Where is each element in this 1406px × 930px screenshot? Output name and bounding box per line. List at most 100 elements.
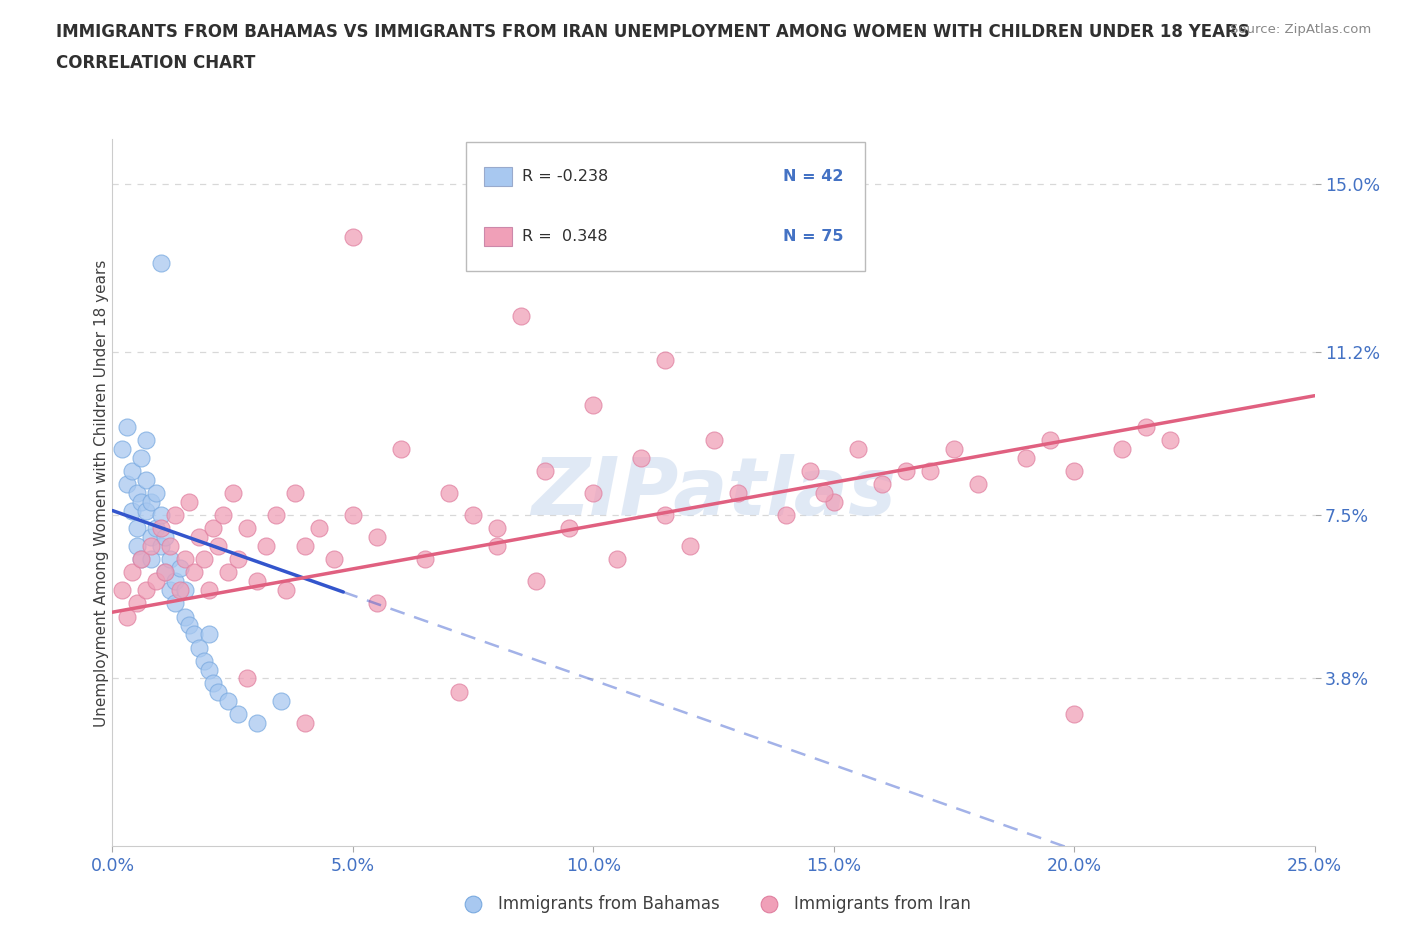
Point xyxy=(159,538,181,553)
Point xyxy=(654,353,676,368)
Point xyxy=(894,463,917,478)
Point xyxy=(179,495,201,510)
Point xyxy=(246,715,269,730)
Point xyxy=(1063,463,1085,478)
Point xyxy=(135,503,157,518)
Point xyxy=(125,521,148,536)
Point xyxy=(1111,442,1133,457)
Point xyxy=(217,565,239,580)
Point xyxy=(207,684,229,699)
Point xyxy=(125,596,148,611)
Point xyxy=(1063,707,1085,722)
Point xyxy=(155,565,177,580)
Point xyxy=(131,551,153,566)
Point xyxy=(145,485,167,500)
Point xyxy=(678,538,700,553)
Point xyxy=(606,551,628,566)
Point xyxy=(461,508,484,523)
Point xyxy=(254,538,277,553)
Point xyxy=(139,551,162,566)
Point xyxy=(183,627,205,642)
Point xyxy=(775,508,797,523)
Point xyxy=(342,230,364,245)
Point xyxy=(294,538,316,553)
Point xyxy=(226,707,249,722)
Point xyxy=(366,596,388,611)
Point xyxy=(702,432,725,447)
Point xyxy=(524,574,547,589)
Point xyxy=(179,618,201,633)
Point xyxy=(284,485,307,500)
Point xyxy=(486,521,509,536)
Point xyxy=(1135,419,1157,434)
Point xyxy=(226,551,249,566)
Point xyxy=(308,521,330,536)
Point xyxy=(139,538,162,553)
Point xyxy=(163,574,186,589)
Point xyxy=(967,477,990,492)
Legend: Immigrants from Bahamas, Immigrants from Iran: Immigrants from Bahamas, Immigrants from… xyxy=(450,888,977,919)
Point xyxy=(202,521,225,536)
Point xyxy=(125,485,148,500)
Point xyxy=(270,693,292,708)
Point xyxy=(173,582,195,598)
Text: Source: ZipAtlas.com: Source: ZipAtlas.com xyxy=(1230,23,1371,36)
Point xyxy=(510,309,533,324)
Point xyxy=(322,551,344,566)
Point xyxy=(207,538,229,553)
Point xyxy=(159,551,181,566)
Point xyxy=(188,640,211,655)
Point xyxy=(197,662,219,677)
Point xyxy=(131,495,153,510)
Point xyxy=(582,485,605,500)
Point xyxy=(135,472,157,487)
Point xyxy=(115,609,138,624)
Point xyxy=(727,485,749,500)
Point xyxy=(149,538,172,553)
Point xyxy=(155,530,177,545)
Point xyxy=(342,508,364,523)
Point xyxy=(294,715,316,730)
Text: R = -0.238: R = -0.238 xyxy=(523,169,609,184)
Point xyxy=(222,485,245,500)
Point xyxy=(437,485,460,500)
Point xyxy=(111,442,134,457)
Point xyxy=(145,521,167,536)
Point xyxy=(197,627,219,642)
Text: R =  0.348: R = 0.348 xyxy=(523,229,607,245)
Point xyxy=(264,508,287,523)
Point xyxy=(1039,432,1062,447)
Text: N = 75: N = 75 xyxy=(783,229,844,245)
Point xyxy=(558,521,581,536)
Point xyxy=(121,503,143,518)
Point xyxy=(139,495,162,510)
Point xyxy=(169,561,191,576)
Point xyxy=(131,551,153,566)
Point xyxy=(125,538,148,553)
Point xyxy=(1159,432,1181,447)
Point xyxy=(197,582,219,598)
Point xyxy=(366,530,388,545)
Point xyxy=(236,521,259,536)
Text: IMMIGRANTS FROM BAHAMAS VS IMMIGRANTS FROM IRAN UNEMPLOYMENT AMONG WOMEN WITH CH: IMMIGRANTS FROM BAHAMAS VS IMMIGRANTS FR… xyxy=(56,23,1250,41)
Point xyxy=(149,256,172,271)
Point xyxy=(823,495,845,510)
Point xyxy=(274,582,297,598)
Point xyxy=(846,442,869,457)
Point xyxy=(193,653,215,668)
Point xyxy=(121,565,143,580)
Text: N = 42: N = 42 xyxy=(783,169,844,184)
Point xyxy=(173,551,195,566)
Point xyxy=(1015,450,1038,465)
Point xyxy=(131,450,153,465)
Text: CORRELATION CHART: CORRELATION CHART xyxy=(56,54,256,72)
Y-axis label: Unemployment Among Women with Children Under 18 years: Unemployment Among Women with Children U… xyxy=(94,259,108,726)
Point xyxy=(212,508,235,523)
Point xyxy=(630,450,652,465)
Point xyxy=(163,508,186,523)
Point xyxy=(813,485,835,500)
Point xyxy=(236,671,259,686)
Point xyxy=(135,582,157,598)
Point xyxy=(115,419,138,434)
Point xyxy=(183,565,205,580)
